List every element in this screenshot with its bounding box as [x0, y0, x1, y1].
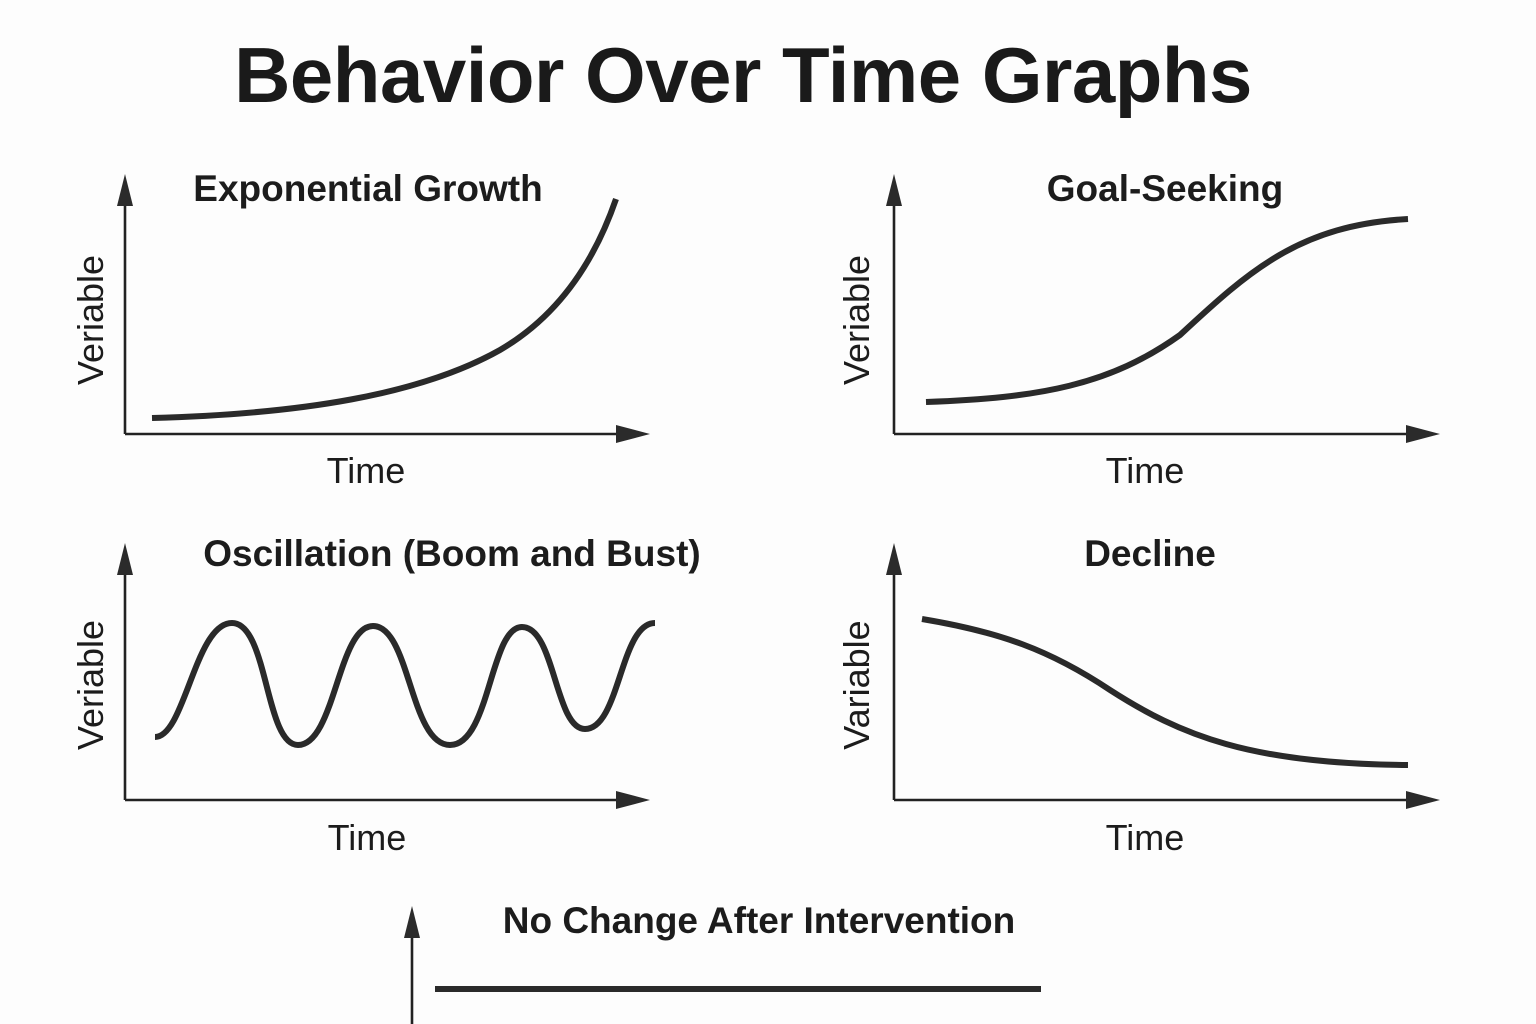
x-axis-label: Time: [328, 817, 407, 858]
page-title: Behavior Over Time Graphs: [234, 31, 1252, 119]
panel-title: No Change After Intervention: [503, 900, 1016, 941]
x-axis-arrow-icon: [1406, 791, 1440, 809]
panel-title: Exponential Growth: [193, 168, 542, 209]
goal-seeking-curve: [925, 216, 1409, 405]
panel-goal-seeking: Goal-Seeking Time Veriable: [836, 168, 1440, 491]
x-axis-arrow-icon: [1406, 425, 1440, 443]
x-axis-label: Time: [1106, 817, 1185, 858]
panel-no-change: No Change After Intervention: [404, 900, 1041, 1024]
y-axis-label: Variable: [836, 620, 877, 749]
panel-title: Oscillation (Boom and Bust): [203, 533, 700, 574]
y-axis-label: Veriable: [70, 620, 111, 750]
panel-oscillation: Oscillation (Boom and Bust) Time Veriabl…: [70, 533, 701, 858]
y-axis-label: Veriable: [836, 255, 877, 385]
x-axis-arrow-icon: [616, 791, 650, 809]
y-axis-arrow-icon: [404, 906, 420, 938]
decline-curve: [921, 616, 1409, 768]
x-axis-arrow-icon: [616, 425, 650, 443]
exponential-curve: [151, 198, 619, 421]
y-axis-arrow-icon: [886, 543, 902, 575]
y-axis-arrow-icon: [117, 174, 133, 206]
oscillation-curve: [154, 619, 656, 749]
panel-title: Goal-Seeking: [1047, 168, 1283, 209]
x-axis-label: Time: [1106, 450, 1185, 491]
x-axis-label: Time: [327, 450, 406, 491]
y-axis-label: Veriable: [70, 255, 111, 385]
panel-title: Decline: [1084, 533, 1216, 574]
panel-decline: Decline Time Variable: [836, 533, 1440, 858]
y-axis-arrow-icon: [886, 174, 902, 206]
panel-exponential-growth: Exponential Growth Time Veriable: [70, 168, 650, 491]
y-axis-arrow-icon: [117, 543, 133, 575]
